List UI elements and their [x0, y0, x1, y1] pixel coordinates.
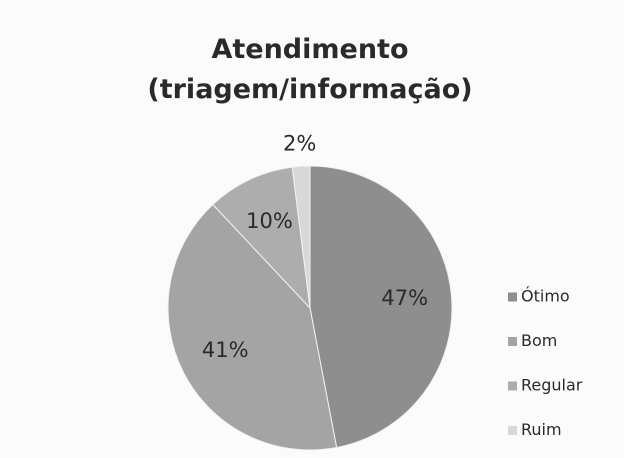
data-label: 10% [246, 209, 293, 233]
legend-label: Bom [521, 331, 557, 350]
data-label: 47% [381, 286, 428, 310]
legend-swatch [508, 426, 517, 435]
legend-swatch [508, 292, 517, 302]
legend-label: Regular [521, 376, 583, 395]
data-label: 2% [283, 131, 316, 155]
legend-label: Ótimo [521, 287, 570, 306]
legend-swatch [508, 381, 517, 391]
chart-title: Atendimento (triagem/informação) [147, 34, 473, 105]
legend-label: Ruim [521, 420, 562, 439]
data-label: 41% [202, 338, 249, 362]
legend-swatch [508, 337, 517, 346]
pie-slice [212, 166, 311, 310]
pie-slice [167, 203, 338, 451]
pie-slice [309, 165, 453, 449]
pie-slice [291, 165, 311, 309]
